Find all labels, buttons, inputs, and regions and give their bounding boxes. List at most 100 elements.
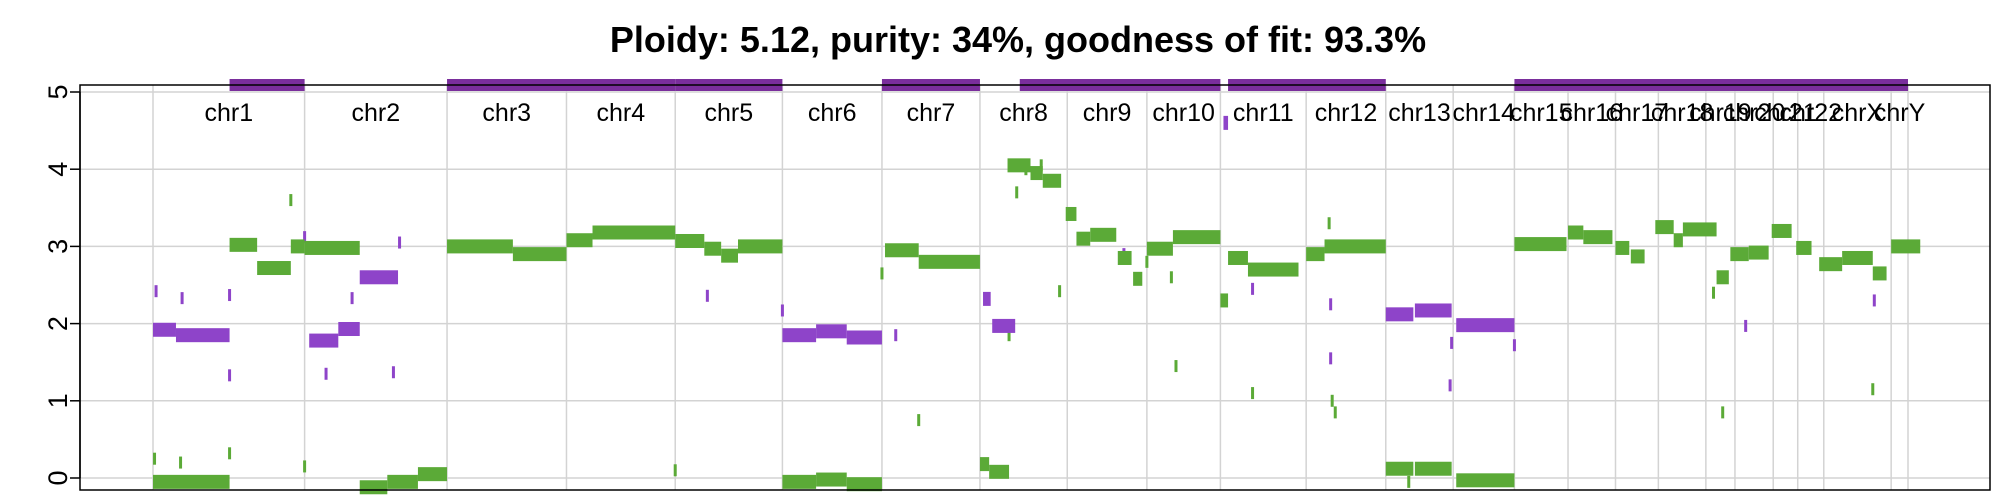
chromosome-label: chr5 [704, 99, 753, 127]
major-cn-tick [228, 447, 232, 460]
major-cn-segment [229, 237, 258, 252]
minor-cn-segment [846, 330, 882, 345]
major-cn-tick [1174, 360, 1178, 373]
minor-cn-segment [1456, 318, 1515, 333]
minor-cn-tick [780, 304, 784, 317]
major-cn-segment [1716, 270, 1729, 285]
major-cn-segment [387, 474, 418, 489]
y-tick-label: 3 [43, 239, 73, 254]
major-cn-segment [1172, 230, 1221, 245]
chromosome-label: chr1 [204, 99, 253, 127]
minor-cn-segment [359, 270, 399, 285]
copy-number-segments [153, 115, 1921, 495]
major-cn-segment [1030, 166, 1043, 181]
major-cn-segment [1306, 247, 1325, 262]
chromosome-label: chr6 [808, 99, 857, 127]
chromosome-label: chr4 [597, 99, 646, 127]
major-cn-tick [1327, 217, 1331, 230]
major-cn-segment [290, 239, 305, 254]
minor-cn-tick [1872, 294, 1876, 307]
major-cn-tick [1333, 406, 1337, 419]
major-cn-tick [153, 452, 157, 465]
major-cn-segment [1872, 266, 1887, 281]
major-cn-segment [782, 474, 817, 489]
major-cn-segment [1007, 158, 1031, 173]
y-tick-label: 4 [43, 162, 73, 177]
minor-cn-tick [1450, 336, 1454, 349]
minor-cn-tick [894, 329, 898, 342]
chromosome-label: chr13 [1388, 99, 1451, 127]
chromosome-label: chr15 [1510, 99, 1573, 127]
major-cn-tick [179, 456, 183, 469]
major-cn-tick [1871, 383, 1875, 396]
minor-cn-segment [309, 333, 339, 348]
major-cn-segment [304, 240, 360, 255]
major-cn-tick [1330, 394, 1334, 407]
minor-cn-tick [705, 289, 709, 302]
chromosome-label: chrX [1832, 99, 1884, 127]
chromosome-label: chr3 [482, 99, 531, 127]
minor-cn-segment [1223, 115, 1229, 130]
major-cn-segment [1796, 240, 1812, 255]
chromosome-label: chr19 [1689, 99, 1752, 127]
major-cn-segment [1042, 173, 1062, 188]
major-cn-segment [816, 472, 847, 487]
major-cn-tick [1058, 285, 1062, 298]
chromosome-label: chr10 [1152, 99, 1215, 127]
y-tick-label: 0 [43, 470, 73, 485]
major-cn-segment [1630, 249, 1645, 264]
minor-cn-tick [303, 231, 307, 244]
minor-cn-tick [324, 367, 328, 380]
major-cn-segment [1568, 225, 1584, 240]
y-tick-label: 2 [43, 316, 73, 331]
y-tick-label: 5 [43, 84, 73, 99]
major-cn-segment [1220, 293, 1229, 308]
chart-title: Ploidy: 5.12, purity: 34%, goodness of f… [610, 19, 1426, 60]
major-cn-tick [1039, 159, 1043, 172]
minor-cn-segment [338, 322, 360, 337]
minor-cn-tick [180, 292, 184, 305]
minor-cn-tick [1744, 319, 1748, 332]
minor-cn-segment [1385, 307, 1414, 322]
major-cn-tick [1712, 286, 1716, 299]
major-cn-segment [1076, 231, 1091, 246]
major-cn-segment [417, 467, 448, 482]
major-cn-segment [1891, 239, 1921, 254]
major-cn-segment [1385, 461, 1414, 476]
minor-cn-segment [175, 328, 230, 343]
major-cn-segment [675, 233, 705, 248]
minor-cn-segment [992, 318, 1016, 333]
minor-cn-tick [1329, 352, 1333, 365]
major-cn-segment [1682, 222, 1717, 237]
major-cn-segment [1819, 257, 1843, 272]
chromosome-label: chr11 [1233, 99, 1294, 127]
major-cn-tick [1015, 186, 1019, 199]
major-cn-tick [303, 460, 307, 473]
major-cn-segment [1456, 473, 1515, 488]
major-cn-segment [1065, 206, 1077, 221]
major-cn-tick [1721, 406, 1725, 419]
chromosome-label: chr14 [1453, 99, 1516, 127]
chromosome-label: chr7 [907, 99, 956, 127]
major-cn-tick [1145, 255, 1149, 268]
chromosome-label: chrY [1874, 99, 1926, 127]
major-cn-segment [1655, 220, 1674, 235]
major-cn-segment [979, 457, 990, 472]
chromosome-label: chr18 [1651, 99, 1714, 127]
major-cn-segment [1842, 250, 1873, 265]
major-cn-tick [289, 194, 293, 207]
minor-cn-tick [1329, 298, 1333, 311]
chromosome-label: chr9 [1083, 99, 1132, 127]
minor-cn-segment [153, 322, 176, 337]
major-cn-segment [1615, 240, 1630, 255]
chromosome-label: chr21 [1754, 99, 1817, 127]
minor-cn-tick [391, 366, 395, 379]
major-cn-segment [512, 247, 567, 262]
grid-lines [80, 85, 1990, 490]
major-cn-segment [721, 248, 738, 263]
chromosome-label: chr22 [1779, 99, 1842, 127]
minor-cn-segment [782, 328, 817, 343]
major-cn-segment [1324, 239, 1386, 254]
major-cn-segment [1673, 233, 1683, 248]
